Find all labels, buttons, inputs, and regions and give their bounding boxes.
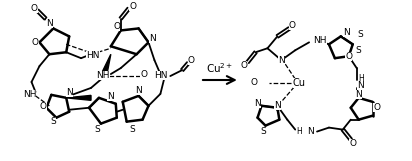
Text: HN: HN (86, 51, 100, 60)
Text: N: N (355, 90, 362, 99)
Text: N: N (46, 19, 53, 28)
Text: Cu$^{2+}$: Cu$^{2+}$ (206, 61, 234, 75)
Text: N: N (357, 81, 364, 90)
Text: O: O (240, 61, 247, 70)
Text: N: N (274, 101, 281, 110)
Text: HN: HN (154, 71, 168, 80)
Text: N: N (254, 99, 261, 108)
Text: N: N (149, 34, 156, 43)
Text: S: S (358, 30, 363, 39)
Text: O: O (32, 38, 39, 47)
Text: NH: NH (23, 90, 36, 99)
Text: O: O (129, 2, 136, 11)
Text: O: O (250, 78, 258, 87)
Polygon shape (66, 95, 91, 100)
Text: O: O (40, 102, 47, 111)
Text: N: N (278, 56, 285, 65)
Text: H: H (358, 74, 363, 83)
Text: NH: NH (313, 36, 327, 45)
Text: O: O (345, 52, 352, 61)
Text: Cu: Cu (293, 78, 306, 88)
Text: O: O (349, 139, 356, 148)
Text: O: O (31, 4, 38, 13)
Polygon shape (103, 54, 111, 73)
Text: O: O (140, 70, 147, 79)
Text: O: O (373, 103, 380, 112)
Text: O: O (187, 56, 194, 65)
Text: S: S (130, 125, 136, 134)
Text: O: O (113, 22, 120, 31)
Text: N: N (343, 28, 350, 37)
Text: S: S (356, 46, 362, 55)
Text: N: N (307, 127, 314, 136)
Text: N: N (108, 92, 114, 101)
Text: H: H (296, 127, 302, 136)
Text: S: S (50, 117, 56, 126)
Text: O: O (289, 21, 296, 30)
Text: NH: NH (96, 71, 110, 80)
Text: S: S (94, 125, 100, 134)
Text: N: N (66, 88, 73, 97)
Text: S: S (261, 127, 267, 136)
Text: N: N (135, 86, 142, 95)
